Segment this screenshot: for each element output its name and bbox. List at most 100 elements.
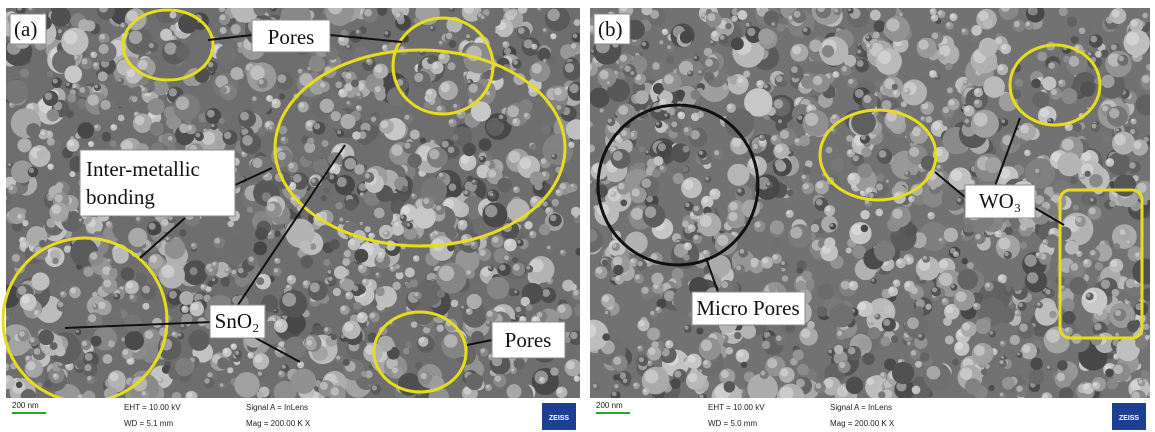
grain-highlight: [419, 338, 424, 343]
grain: [109, 269, 117, 277]
grain: [1049, 311, 1057, 319]
grain: [768, 282, 777, 291]
grain: [807, 321, 815, 329]
grain-highlight: [370, 313, 375, 318]
grain-highlight: [224, 132, 231, 139]
grain-highlight: [223, 349, 228, 354]
grain-highlight: [848, 347, 855, 354]
grain-highlight: [421, 373, 427, 379]
grain-highlight: [481, 15, 485, 19]
grain-highlight: [98, 301, 106, 309]
grain-highlight: [2, 195, 7, 200]
grain: [857, 163, 872, 178]
grain-highlight: [762, 258, 768, 264]
grain-highlight: [688, 225, 692, 229]
grain-highlight: [707, 13, 715, 21]
grain-highlight: [136, 217, 140, 221]
grain-highlight: [231, 24, 241, 34]
grain-highlight: [371, 116, 376, 121]
grain-highlight: [772, 22, 775, 25]
grain-highlight: [293, 174, 302, 183]
grain-highlight: [142, 88, 145, 91]
grain: [352, 131, 361, 140]
grain-highlight: [613, 151, 623, 161]
grain-highlight: [1090, 36, 1097, 43]
grain-highlight: [879, 150, 887, 158]
grain-highlight: [867, 378, 874, 385]
grain-highlight: [807, 105, 812, 110]
grain-highlight: [464, 4, 474, 14]
grain-highlight: [267, 96, 270, 99]
grain-highlight: [18, 214, 22, 218]
grain: [782, 275, 788, 281]
grain-highlight: [921, 117, 924, 120]
grain: [575, 248, 583, 256]
grain-highlight: [89, 142, 92, 145]
grain-highlight: [272, 100, 277, 105]
grain-highlight: [883, 319, 890, 326]
grain-highlight: [66, 83, 69, 86]
grain: [323, 259, 330, 266]
grain: [1061, 298, 1074, 311]
grain-highlight: [712, 31, 718, 37]
grain: [1095, 51, 1102, 58]
grain-highlight: [252, 158, 262, 168]
grain: [1057, 152, 1081, 176]
panel-label: (b): [598, 17, 623, 41]
grain-highlight: [956, 342, 964, 350]
grain: [219, 6, 226, 13]
grain-highlight: [632, 188, 640, 196]
grain-highlight: [298, 69, 303, 74]
grain-highlight: [1131, 119, 1134, 122]
grain-highlight: [339, 89, 344, 94]
grain-highlight: [942, 298, 946, 302]
grain: [822, 45, 834, 57]
grain-highlight: [1115, 333, 1119, 337]
grain: [945, 63, 952, 70]
grain: [258, 127, 267, 136]
scale-label: 200 nm: [596, 401, 623, 410]
grain: [377, 6, 387, 16]
grain: [680, 31, 693, 44]
grain: [98, 71, 108, 81]
grain-highlight: [61, 292, 64, 295]
grain: [683, 254, 689, 260]
grain-highlight: [336, 356, 340, 360]
grain-highlight: [573, 290, 578, 295]
grain-highlight: [1000, 393, 1004, 397]
grain-highlight: [817, 4, 825, 12]
grain: [647, 327, 660, 340]
grain-highlight: [446, 33, 452, 39]
grain-highlight: [30, 337, 35, 342]
grain: [704, 72, 715, 83]
grain-highlight: [1048, 118, 1051, 121]
grain-highlight: [571, 43, 576, 48]
grain-highlight: [331, 111, 341, 121]
grain: [1002, 377, 1015, 390]
grain: [1114, 174, 1136, 196]
grain-highlight: [685, 203, 690, 208]
grain: [1062, 311, 1075, 324]
grain: [613, 265, 623, 275]
grain-highlight: [520, 317, 524, 321]
grain: [860, 210, 869, 219]
grain-highlight: [1126, 32, 1139, 45]
grain: [1114, 243, 1120, 249]
grain-highlight: [907, 258, 911, 262]
grain-highlight: [662, 29, 665, 32]
grain-highlight: [607, 81, 611, 85]
grain: [392, 282, 400, 290]
grain: [861, 225, 869, 233]
grain: [519, 99, 533, 113]
grain-highlight: [524, 113, 528, 117]
grain: [1061, 88, 1077, 104]
grain: [300, 255, 313, 268]
grain-highlight: [939, 238, 942, 241]
grain-highlight: [29, 168, 34, 173]
grain: [589, 87, 609, 107]
grain-highlight: [932, 287, 937, 292]
grain: [1135, 337, 1147, 349]
grain-highlight: [907, 342, 910, 345]
grain-highlight: [828, 349, 832, 353]
grain: [345, 199, 357, 211]
